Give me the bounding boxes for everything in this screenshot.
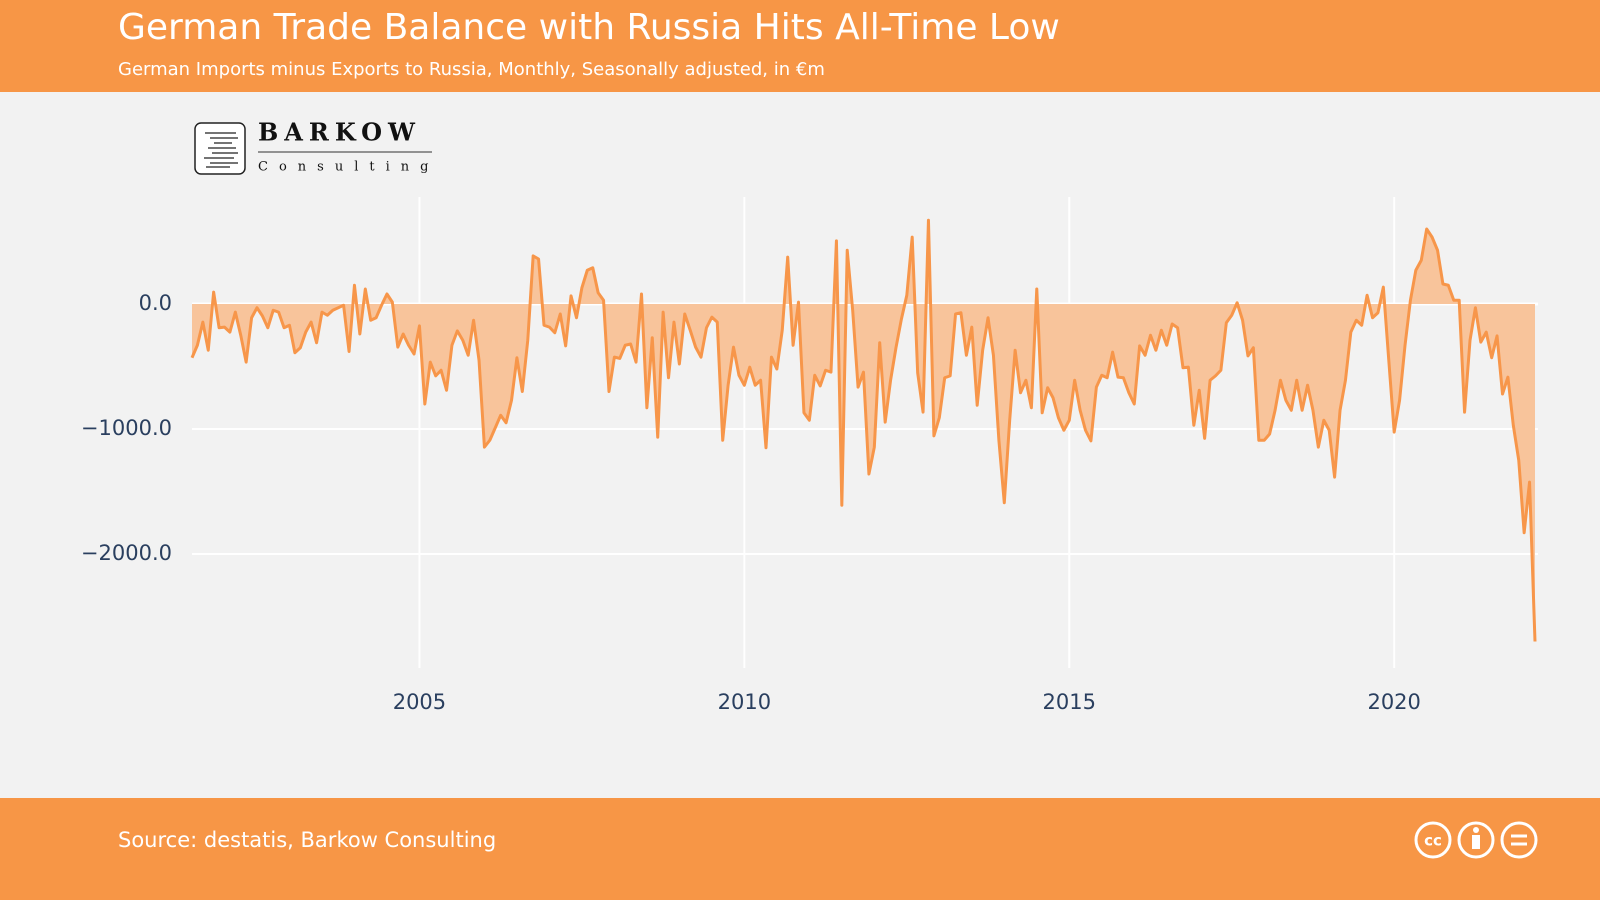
source: Source: destatis, Barkow Consulting [118, 828, 496, 852]
chart-subtitle: German Imports minus Exports to Russia, … [118, 59, 825, 80]
logo-tagline: Consulting [258, 160, 439, 175]
logo-name: BARKOW [258, 118, 421, 147]
chart-title: German Trade Balance with Russia Hits Al… [118, 7, 1060, 48]
header [0, 0, 1600, 92]
line [190, 218, 1537, 642]
x-tick-label: 2005 [393, 690, 446, 714]
svg-text:cc: cc [1424, 832, 1442, 850]
y-tick-label: 0.0 [139, 291, 172, 315]
logo: BARKOW Consulting [194, 118, 439, 175]
license-icons: cc [1414, 821, 1538, 859]
y-tick-label: −1000.0 [81, 416, 172, 440]
x-tick-label: 2010 [718, 690, 771, 714]
x-tick-label: 2015 [1043, 690, 1096, 714]
x-tick-label: 2020 [1367, 690, 1420, 714]
y-tick-label: −2000.0 [81, 541, 172, 565]
footer [0, 798, 1600, 900]
